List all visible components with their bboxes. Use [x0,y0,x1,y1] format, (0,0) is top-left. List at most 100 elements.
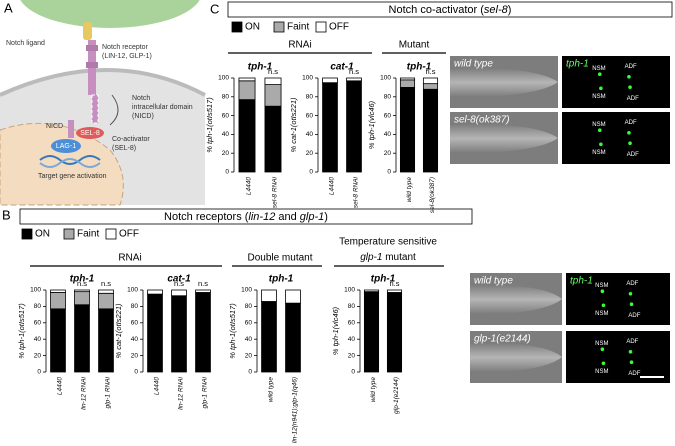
cell-label: NSM [595,311,608,317]
chart-title: tph-1 [407,62,432,73]
nucleus [0,122,124,206]
cell-label: ADF [625,120,637,126]
chart-title: cat-1 [167,274,191,285]
image-label: tph-1 [570,276,593,287]
y-tick-label: 60 [245,320,253,327]
panel-title-box [19,208,473,225]
y-tick-label: 40 [222,131,230,138]
bar-segment [74,304,90,373]
y-tick-label: 100 [218,75,229,82]
ligand-shape [83,22,92,40]
bar-segment [363,291,380,373]
legend-swatch [21,228,33,240]
neuron [600,289,605,294]
bar-segment [264,84,282,107]
bar-segment [98,289,114,294]
annotation: n.s [389,279,399,288]
fluorescence-image [562,56,670,108]
x-tick-label: L4440 [154,377,161,395]
nicd-shape [68,120,74,138]
bar-segment [50,308,66,373]
legend-label: OFF [329,22,349,33]
legend-swatch [273,21,285,33]
x-tick-label: sel-8 RNAi [353,176,360,208]
bar-segment [322,77,338,84]
diagram-label: Notch [132,95,150,102]
neuron [600,347,605,352]
bar-segment [50,292,66,310]
chart-title: tph-1 [269,274,294,285]
diagram-label: NICD [46,123,63,130]
dna [39,158,101,168]
y-tick-label: 40 [348,336,356,343]
y-tick-label: 0 [309,169,313,176]
cell-label: NSM [595,369,608,375]
bar-segment [285,302,301,373]
diagram-label: Notch receptor [102,44,149,51]
y-tick-label: 80 [34,303,42,310]
fluorescence-image [566,331,670,383]
diagram-label: (NICD) [132,113,154,120]
y-tick-label: 40 [384,131,392,138]
y-tick-label: 80 [348,303,356,310]
annotation: n.s [198,279,208,288]
bar-segment [74,289,90,293]
annotation: n.s [101,279,111,288]
worm [470,342,562,373]
y-tick-label: 0 [225,169,229,176]
diagram-label: Notch ligand [6,40,45,47]
annotation: n.s [77,279,87,288]
cell-label: ADF [628,313,640,319]
bar-segment [346,80,362,173]
y-tick-label: 0 [351,369,355,376]
legend-label: ON [245,22,260,33]
bar-segment [171,289,187,297]
panel-title-box [227,1,673,18]
neuron [628,141,632,145]
sel8-shape [76,127,104,139]
bar-segment [98,292,114,310]
group-header: Temperature sensitive [339,237,437,248]
bar-segment [422,77,439,85]
y-tick-label: 80 [245,303,253,310]
signal-cell [20,0,200,28]
bar-segment [422,83,439,90]
chart-title: tph-1 [371,274,396,285]
y-tick-label: 100 [30,287,41,294]
diagram-label: (SEL-8) [112,145,136,152]
y-tick-label: 100 [380,75,391,82]
y-tick-label: 60 [384,112,392,119]
x-tick-label: L4440 [329,177,336,195]
bar-segment [322,82,338,173]
y-tick-label: 80 [222,94,230,101]
cell-label: ADF [627,152,639,158]
legend-swatch [315,21,327,33]
bar-segment [399,79,416,88]
cell-label: ADF [626,339,638,345]
diagram-label: Co-activator [112,136,150,143]
bar-segment [363,289,380,293]
bar-segment [238,77,256,82]
y-tick-label: 100 [344,287,355,294]
bar-segment [171,295,187,373]
cell-label: NSM [592,94,605,100]
neuron [599,142,603,147]
y-tick-label: 20 [384,150,392,157]
panel-a: A Notch ligand Notch receptor (LIN-12, G… [0,0,206,206]
y-tick-label: 0 [37,369,41,376]
x-tick-label: wild type [370,377,377,403]
cell-label: ADF [627,96,639,102]
bar-segment [264,105,282,173]
image-label: sel-8(ok387) [454,115,510,126]
x-tick-label: glp-1(e2144) [393,377,400,414]
panel-label: B [2,207,11,222]
receptor-shape [86,45,98,51]
legend-label: Faint [77,229,99,240]
annotation: n.s [268,67,278,76]
y-tick-label: 20 [306,150,314,157]
bar-segment [98,308,114,373]
bar-segment [386,292,403,373]
x-tick-label: L4440 [246,177,253,195]
group-header: RNAi [288,40,311,51]
